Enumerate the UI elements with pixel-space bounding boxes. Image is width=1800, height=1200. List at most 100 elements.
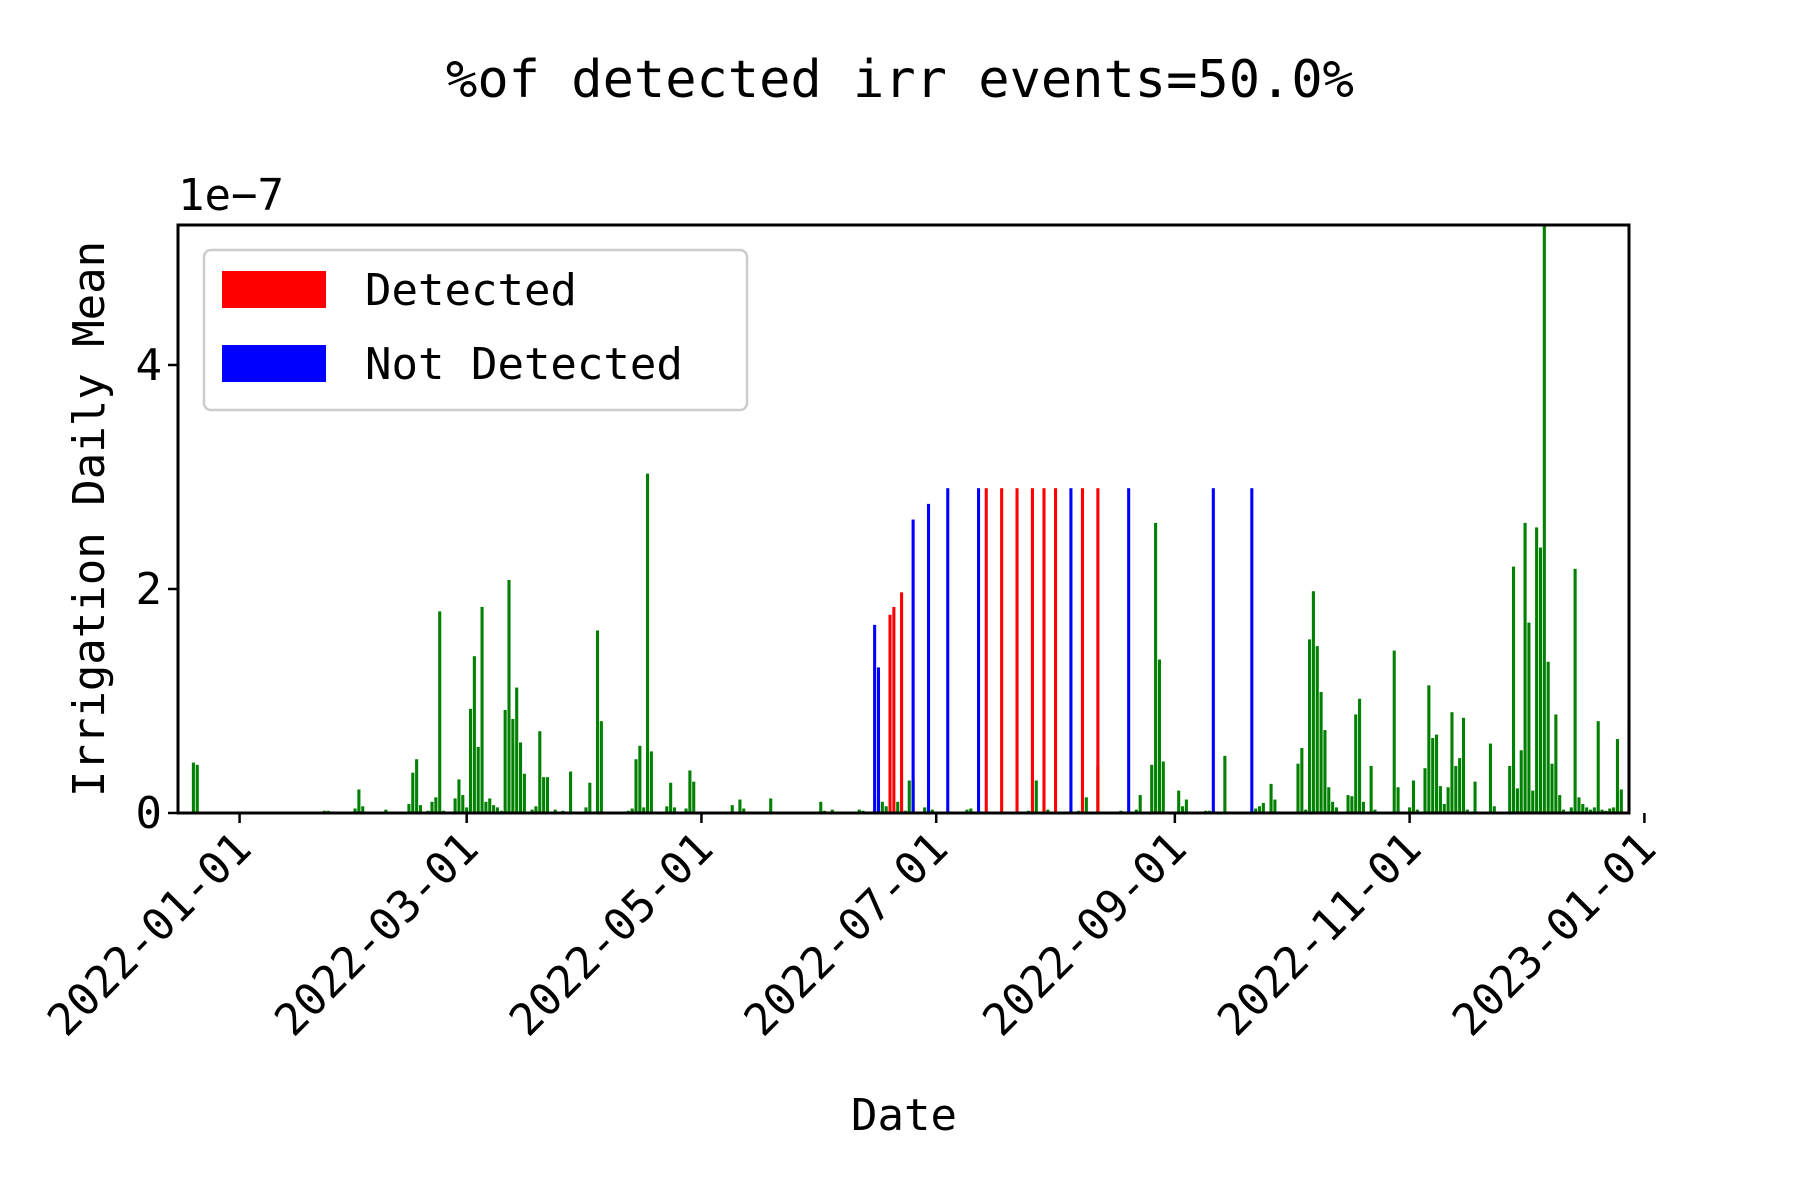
bar-other	[1535, 527, 1539, 813]
bar-other	[880, 801, 884, 813]
bar-other	[545, 777, 550, 813]
bar-other	[1177, 790, 1181, 813]
bar-other	[1427, 685, 1431, 813]
bar-other	[1454, 765, 1458, 813]
bar-other	[418, 805, 423, 813]
bar-other	[649, 751, 653, 813]
bar-other	[1134, 809, 1138, 813]
bar-other	[1261, 802, 1265, 813]
legend-swatch-detected	[222, 271, 326, 308]
bar-other	[1034, 780, 1038, 813]
bar-not_detected	[876, 667, 881, 813]
bar-detected	[900, 592, 904, 813]
chart-title: %of detected irr events=50.0%	[446, 50, 1354, 110]
bar-other	[1473, 781, 1477, 813]
bar-other	[1554, 714, 1558, 813]
bar-detected	[1080, 488, 1085, 813]
bar-other	[1223, 755, 1227, 813]
bar-other	[1600, 809, 1604, 813]
bar-other	[438, 611, 442, 813]
x-tick-label: 2022-09-01	[973, 823, 1196, 1046]
bar-other	[684, 808, 688, 813]
bar-other	[1396, 787, 1400, 813]
bar-other	[1446, 787, 1450, 813]
bar-other	[453, 798, 457, 813]
bar-other	[361, 806, 365, 813]
bar-other	[1508, 765, 1512, 813]
bar-not_detected	[977, 488, 981, 813]
bar-detected	[1000, 488, 1004, 813]
bar-other	[569, 771, 573, 813]
bar-not_detected	[911, 519, 915, 813]
bar-other	[1461, 717, 1466, 813]
bar-other	[692, 781, 696, 813]
bar-detected	[1053, 488, 1058, 813]
bar-detected	[888, 614, 892, 813]
x-axis: 2022-01-01 2022-03-01 2022-05-01 2022-07-01…	[38, 813, 1666, 1046]
bar-other	[1573, 568, 1577, 813]
bar-other	[542, 777, 546, 813]
bar-other	[353, 808, 357, 813]
bar-other	[1450, 712, 1454, 813]
bar-other	[461, 795, 465, 813]
bar-other	[515, 687, 519, 813]
bar-other	[1546, 661, 1550, 813]
bar-other	[1523, 522, 1527, 813]
bar-other	[411, 772, 415, 813]
bar-other	[884, 806, 888, 813]
bar-other	[1615, 739, 1619, 813]
legend: Detected Not Detected	[202, 248, 749, 412]
bar-other	[1492, 806, 1496, 813]
bar-detected	[1042, 488, 1046, 813]
bar-other	[634, 759, 638, 813]
bar-other	[465, 807, 469, 813]
bar-other	[468, 708, 473, 813]
bar-other	[1373, 809, 1377, 813]
bar-other	[1392, 650, 1396, 813]
bar-other	[1619, 789, 1623, 813]
bar-other	[1588, 809, 1593, 813]
bar-other	[1423, 768, 1427, 813]
bar-not_detected	[1211, 488, 1215, 813]
bar-detected	[984, 488, 988, 813]
bar-other	[522, 773, 526, 813]
bar-other	[476, 746, 480, 813]
bar-other	[1442, 804, 1446, 813]
bar-other	[584, 807, 588, 813]
bar-other	[503, 709, 507, 813]
bar-other	[923, 807, 927, 813]
bar-other	[738, 799, 742, 813]
bar-other	[1181, 806, 1185, 813]
bar-other	[1304, 809, 1308, 813]
bar-other	[1334, 807, 1339, 813]
bar-other	[857, 809, 861, 813]
bar-other	[1411, 780, 1416, 813]
bar-other	[630, 808, 634, 813]
bar-other	[1350, 796, 1354, 813]
bar-other	[1596, 721, 1600, 813]
bar-other	[530, 809, 534, 813]
bar-other	[492, 805, 496, 813]
legend-label-detected: Detected	[365, 265, 577, 316]
bar-other	[1308, 639, 1312, 813]
bar-other	[730, 805, 734, 813]
bar-other	[1488, 743, 1492, 813]
bar-other	[1612, 807, 1616, 813]
bar-other	[665, 806, 669, 813]
bar-other	[384, 809, 388, 813]
bar-other	[1327, 787, 1331, 813]
bar-other	[534, 806, 538, 813]
y-tick-label: 2	[136, 564, 163, 615]
bar-other	[1269, 783, 1273, 813]
bar-other	[1558, 795, 1562, 813]
bar-other	[1346, 795, 1350, 813]
bar-other	[1184, 799, 1188, 813]
bar-other	[357, 789, 361, 813]
bar-other	[742, 808, 746, 813]
bar-other	[1361, 801, 1365, 813]
bar-detected	[1030, 488, 1034, 813]
bar-other	[1354, 714, 1358, 813]
bar-other	[1311, 591, 1315, 813]
bar-detected	[1096, 488, 1100, 813]
bar-not_detected	[1250, 488, 1254, 813]
